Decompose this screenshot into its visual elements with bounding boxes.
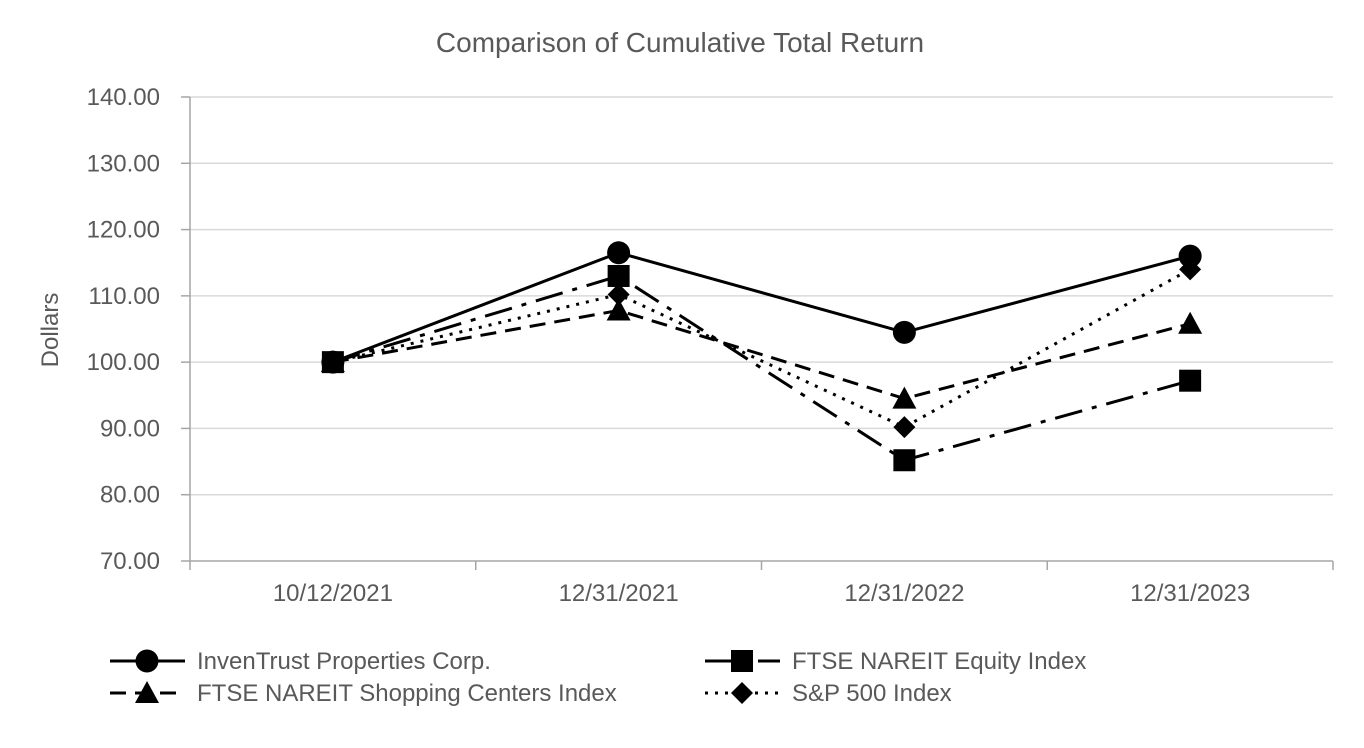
- legend-marker: [135, 681, 159, 703]
- legend-item-1: InvenTrust Properties Corp.: [110, 648, 491, 675]
- y-tick-label: 100.00: [87, 349, 160, 376]
- series-line-3: [332, 308, 1191, 401]
- series-2-point: [607, 264, 630, 287]
- series-3-point: [606, 298, 631, 321]
- y-tick-label: 130.00: [87, 150, 160, 177]
- y-axis-label: Dollars: [37, 293, 64, 368]
- series-1-point: [1178, 244, 1202, 268]
- series-line-4: [332, 268, 1191, 429]
- series-line-1: [332, 251, 1191, 364]
- y-tick-label: 110.00: [88, 283, 160, 310]
- legend: InvenTrust Properties Corp. FTSE NAREIT E…: [110, 648, 1086, 707]
- legend-item-3: FTSE NAREIT Shopping Centers Index: [110, 680, 617, 707]
- series-1-point: [607, 241, 631, 265]
- y-axis-ticks: 70.00 80.00 90.00 100.00 110.00 120.00 130.00 1…: [87, 84, 190, 575]
- series-1-point: [892, 320, 916, 344]
- legend-label: S&P 500 Index: [792, 680, 952, 707]
- series-2-point: [893, 449, 916, 472]
- x-tick-label: 10/12/2021: [273, 580, 393, 607]
- y-tick-label: 120.00: [87, 217, 160, 244]
- series-3-point: [1178, 311, 1203, 334]
- series-line-2: [332, 274, 1191, 462]
- series-4-point: [893, 416, 916, 439]
- legend-item-4: S&P 500 Index: [705, 680, 952, 707]
- series-1-point: [321, 350, 345, 374]
- legend-label: InvenTrust Properties Corp.: [197, 648, 491, 675]
- series-3-point: [892, 386, 917, 409]
- x-tick-label: 12/31/2023: [1130, 580, 1250, 607]
- series-2-point: [1179, 369, 1202, 392]
- y-tick-label: 70.00: [100, 548, 160, 575]
- y-tick-label: 80.00: [100, 482, 160, 509]
- y-tick-label: 140.00: [87, 84, 160, 111]
- series-layer: [320, 241, 1203, 472]
- legend-marker: [731, 650, 753, 672]
- y-tick-label: 90.00: [100, 415, 160, 442]
- legend-marker: [731, 682, 753, 704]
- axes: [189, 97, 1333, 562]
- x-tick-label: 12/31/2021: [559, 580, 679, 607]
- series-4-point: [607, 283, 630, 306]
- x-axis-ticks: 10/12/2021 12/31/2021 12/31/2022 12/31/2023: [189, 561, 1334, 607]
- chart-title: Comparison of Cumulative Total Return: [436, 27, 924, 58]
- x-tick-label: 12/31/2022: [844, 580, 964, 607]
- gridlines: [190, 96, 1333, 496]
- legend-item-2: FTSE NAREIT Equity Index: [705, 648, 1086, 675]
- legend-label: FTSE NAREIT Equity Index: [792, 648, 1086, 675]
- legend-label: FTSE NAREIT Shopping Centers Index: [197, 680, 617, 707]
- legend-marker: [135, 649, 159, 673]
